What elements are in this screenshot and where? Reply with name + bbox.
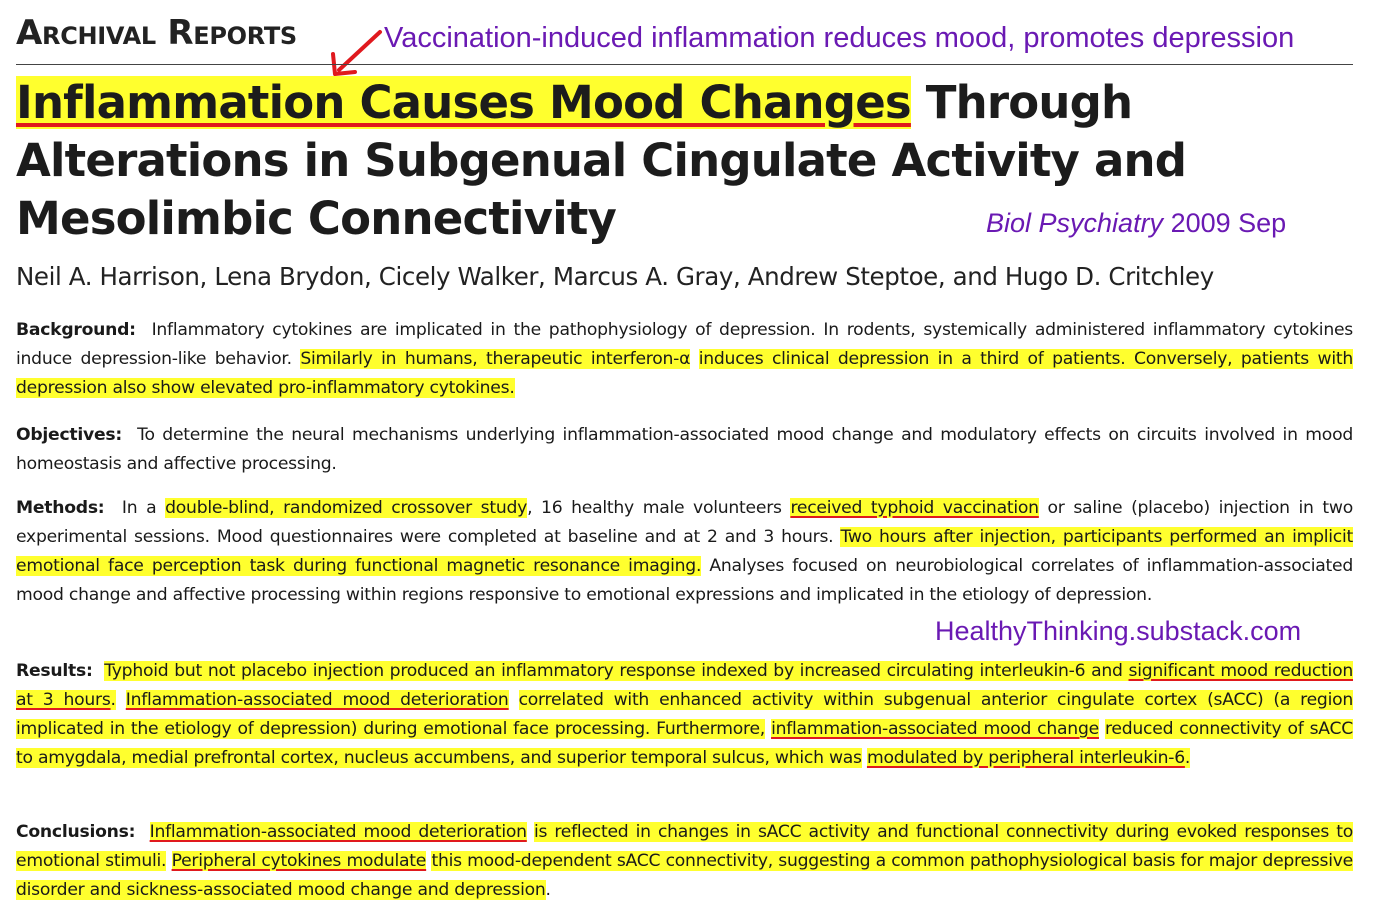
- methods-text-4: Analyses focused on neurobiological corr…: [16, 556, 1353, 605]
- results-highlight-2: .: [110, 690, 116, 710]
- background-text-1: Inflammatory cytokines are implicated in…: [16, 320, 1353, 369]
- methods-highlight-2: received typhoid vaccination: [790, 498, 1039, 518]
- background-paragraph: Background: Inflammatory cytokines are i…: [16, 316, 1353, 403]
- background-highlight-1: Similarly in humans, therapeutic interfe…: [300, 349, 691, 369]
- journal-citation: Biol Psychiatry 2009 Sep: [986, 208, 1286, 239]
- conclusions-text-1: .: [545, 880, 551, 900]
- methods-text-3: or saline (placebo) injection in two exp…: [16, 498, 1353, 547]
- results-highlight-5: .: [1184, 748, 1191, 768]
- conclusions-underline-2: Peripheral cytokines modulate: [171, 851, 427, 871]
- methods-label: Methods:: [16, 498, 105, 518]
- conclusions-underline-1: Inflammation-associated mood deteriorati…: [149, 822, 527, 842]
- objectives-paragraph: Objectives: To determine the neural mech…: [16, 421, 1353, 479]
- background-label: Background:: [16, 320, 136, 340]
- journal-date: 2009 Sep: [1163, 208, 1287, 238]
- methods-text-2: , 16 healthy male volunteers: [527, 498, 782, 518]
- results-paragraph: Results: Typhoid but not placebo injecti…: [16, 657, 1353, 773]
- header-divider: [16, 64, 1353, 65]
- methods-paragraph: Methods: In a double-blind, randomized c…: [16, 494, 1353, 610]
- title-highlighted: Inflammation Causes Mood Changes: [16, 76, 912, 129]
- title-rest: Through Alterations in Subgenual Cingula…: [16, 76, 1187, 245]
- results-underline-3: inflammation-associated mood change: [771, 719, 1099, 739]
- journal-name: Biol Psychiatry: [986, 208, 1164, 238]
- conclusions-paragraph: Conclusions: Inflammation-associated moo…: [16, 818, 1353, 905]
- methods-highlight-1: double-blind, randomized crossover study: [165, 498, 528, 518]
- paper-title: Inflammation Causes Mood Changes Through…: [16, 74, 1316, 248]
- red-arrow-icon: [331, 30, 382, 76]
- objectives-text: To determine the neural mechanisms under…: [16, 425, 1353, 474]
- section-label-text: Archival Reports: [16, 13, 297, 53]
- methods-text-1: In a: [121, 498, 157, 518]
- objectives-label: Objectives:: [16, 425, 122, 445]
- conclusions-label: Conclusions:: [16, 822, 136, 842]
- results-underline-4: modulated by peripheral interleukin-6: [866, 748, 1185, 768]
- results-highlight-1: Typhoid but not placebo injection produc…: [104, 661, 1123, 681]
- results-label: Results:: [16, 661, 93, 681]
- annotation-note: Vaccination-induced inflammation reduces…: [384, 22, 1295, 54]
- section-label: Archival Reports: [16, 16, 297, 50]
- author-list: Neil A. Harrison, Lena Brydon, Cicely Wa…: [16, 262, 1214, 291]
- watermark: HealthyThinking.substack.com: [935, 616, 1302, 646]
- results-underline-2: Inflammation-associated mood deteriorati…: [125, 690, 509, 710]
